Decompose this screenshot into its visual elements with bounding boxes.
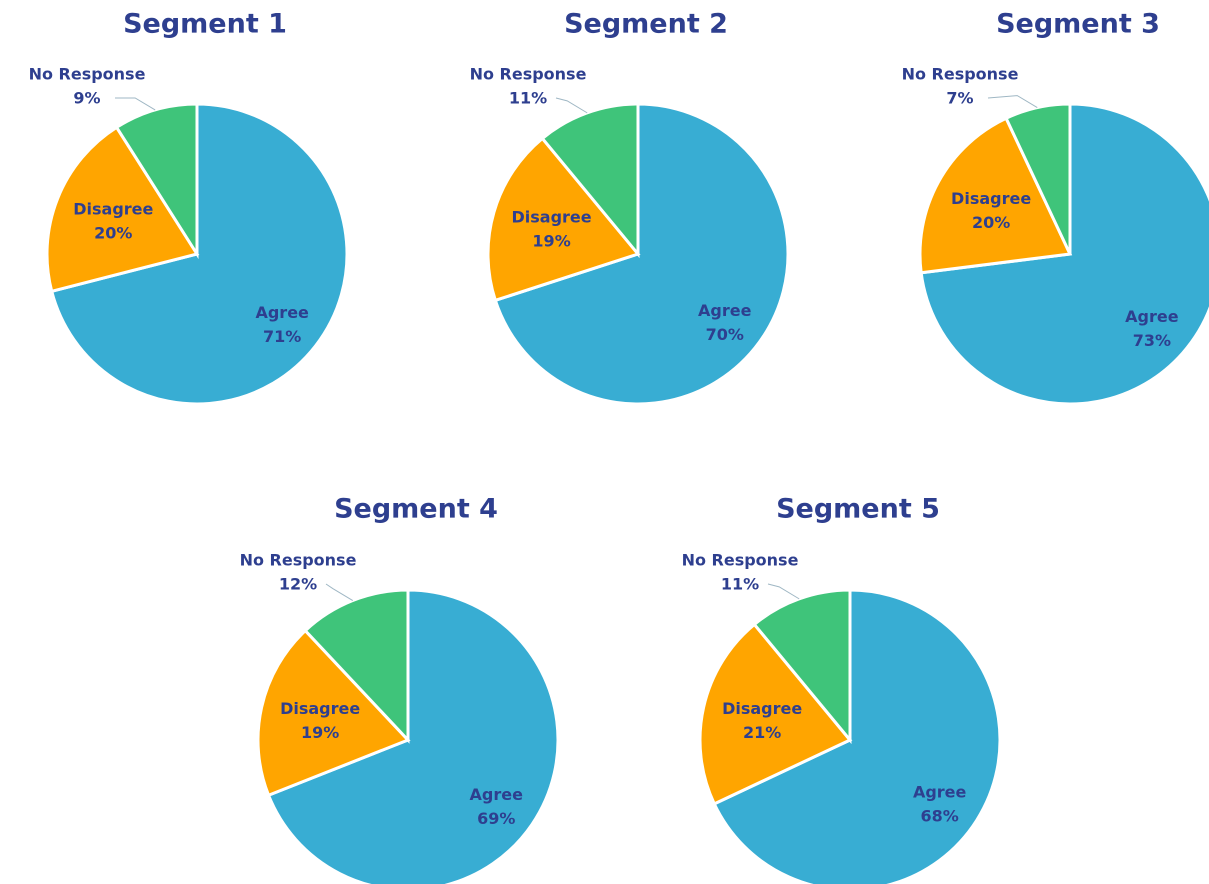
slice-label: 19% xyxy=(532,231,570,250)
slice-category: No Response xyxy=(29,65,146,84)
pie-slice xyxy=(493,102,790,406)
slice-label: 12% xyxy=(279,575,317,594)
slice-category: Agree xyxy=(913,783,967,802)
slice-category: No Response xyxy=(682,551,799,570)
slice-label: 71% xyxy=(263,327,301,346)
pie-slice xyxy=(486,136,641,303)
chart-title: Segment 4 xyxy=(334,494,498,525)
slice-label: 7% xyxy=(946,89,973,108)
pie-slice xyxy=(256,628,411,798)
slice-category: Agree xyxy=(1125,307,1179,326)
slice-category: Disagree xyxy=(73,199,153,218)
leader-line xyxy=(114,97,156,111)
slice-label: 11% xyxy=(509,89,547,108)
pie-slice xyxy=(712,588,1002,884)
pie-slice xyxy=(303,588,410,744)
pie-slice xyxy=(918,116,1073,275)
pie-slice xyxy=(1004,102,1072,255)
chart-title: Segment 2 xyxy=(564,9,728,40)
slice-label: 19% xyxy=(301,723,339,742)
slice-category: Agree xyxy=(698,301,752,320)
leader-line xyxy=(767,583,800,600)
chart-title: Segment 5 xyxy=(776,494,940,525)
pie-slice xyxy=(114,102,199,260)
chart-title: Segment 1 xyxy=(123,9,287,40)
pie-slice xyxy=(698,622,853,806)
slice-label: 70% xyxy=(706,325,744,344)
slice-category: No Response xyxy=(240,551,357,570)
slice-category: Agree xyxy=(470,785,524,804)
pie-slice xyxy=(266,588,560,884)
pie-slice xyxy=(752,588,852,745)
slice-label: 9% xyxy=(73,89,100,108)
slice-label: 68% xyxy=(921,807,959,826)
pie-slice xyxy=(919,102,1209,406)
slice-label: 73% xyxy=(1133,331,1171,350)
slice-label: 20% xyxy=(94,223,132,242)
leader-line xyxy=(987,95,1038,109)
leader-line xyxy=(325,583,354,601)
slice-category: Disagree xyxy=(280,699,360,718)
slice-category: No Response xyxy=(902,65,1019,84)
chart-title: Segment 3 xyxy=(996,9,1160,40)
slice-category: Disagree xyxy=(512,207,592,226)
slice-label: 11% xyxy=(721,575,759,594)
leader-line xyxy=(555,97,588,114)
slice-category: Agree xyxy=(255,303,309,322)
pie-slice xyxy=(49,102,349,406)
pie-slice xyxy=(45,125,200,294)
slice-label: 21% xyxy=(743,723,781,742)
pie-slice xyxy=(540,102,640,259)
slice-label: 20% xyxy=(972,213,1010,232)
slice-category: Disagree xyxy=(722,699,802,718)
slice-category: No Response xyxy=(470,65,587,84)
slice-category: Disagree xyxy=(951,189,1031,208)
slice-label: 69% xyxy=(477,809,515,828)
